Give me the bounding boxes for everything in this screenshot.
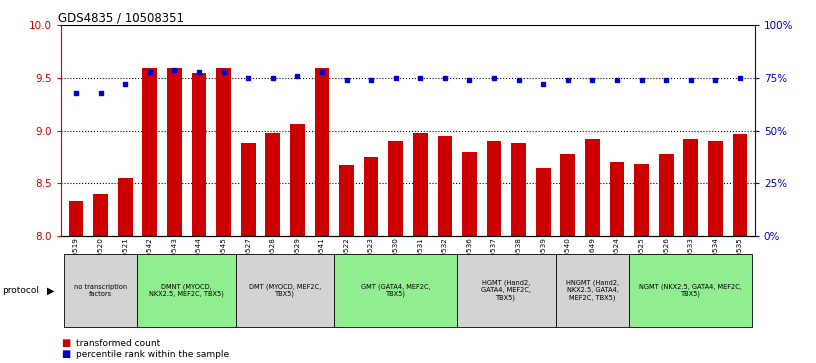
Text: ▶: ▶ xyxy=(47,285,55,295)
Text: GDS4835 / 10508351: GDS4835 / 10508351 xyxy=(58,11,184,24)
Bar xyxy=(561,154,575,236)
Bar xyxy=(241,143,255,236)
Bar xyxy=(629,254,752,327)
Bar xyxy=(457,254,556,327)
Bar xyxy=(486,141,502,236)
Bar xyxy=(265,133,280,236)
Bar xyxy=(236,254,335,327)
Bar xyxy=(118,178,132,236)
Bar xyxy=(708,141,723,236)
Bar xyxy=(339,166,354,236)
Bar xyxy=(69,201,83,236)
Bar xyxy=(585,139,600,236)
Text: ■: ■ xyxy=(61,349,70,359)
Text: HNGMT (Hand2,
NKX2.5, GATA4,
MEF2C, TBX5): HNGMT (Hand2, NKX2.5, GATA4, MEF2C, TBX5… xyxy=(566,280,619,301)
Text: HGMT (Hand2,
GATA4, MEF2C,
TBX5): HGMT (Hand2, GATA4, MEF2C, TBX5) xyxy=(481,280,531,301)
Text: NGMT (NKX2.5, GATA4, MEF2C,
TBX5): NGMT (NKX2.5, GATA4, MEF2C, TBX5) xyxy=(640,284,743,297)
Bar xyxy=(437,136,452,236)
Text: DMT (MYOCD, MEF2C,
TBX5): DMT (MYOCD, MEF2C, TBX5) xyxy=(249,284,322,297)
Bar xyxy=(610,162,624,236)
Bar xyxy=(364,157,379,236)
Bar xyxy=(733,134,747,236)
Text: ■: ■ xyxy=(61,338,70,348)
Text: GMT (GATA4, MEF2C,
TBX5): GMT (GATA4, MEF2C, TBX5) xyxy=(361,284,431,297)
Bar xyxy=(512,143,526,236)
Text: protocol: protocol xyxy=(2,286,38,295)
Bar xyxy=(536,167,551,236)
Text: no transcription
factors: no transcription factors xyxy=(74,284,127,297)
Text: percentile rank within the sample: percentile rank within the sample xyxy=(76,350,229,359)
Bar xyxy=(388,141,403,236)
Bar xyxy=(167,68,182,236)
Bar xyxy=(659,154,674,236)
Bar xyxy=(216,68,231,236)
Bar xyxy=(142,68,157,236)
Bar xyxy=(462,152,477,236)
Bar xyxy=(556,254,629,327)
Bar xyxy=(192,73,206,236)
Text: DMNT (MYOCD,
NKX2.5, MEF2C, TBX5): DMNT (MYOCD, NKX2.5, MEF2C, TBX5) xyxy=(149,284,224,297)
Bar xyxy=(290,125,304,236)
Bar xyxy=(413,133,428,236)
Bar xyxy=(335,254,457,327)
Bar xyxy=(314,68,330,236)
Bar xyxy=(634,164,649,236)
Bar xyxy=(64,254,137,327)
Bar xyxy=(93,194,108,236)
Text: transformed count: transformed count xyxy=(76,339,160,348)
Bar xyxy=(684,139,698,236)
Bar xyxy=(137,254,236,327)
